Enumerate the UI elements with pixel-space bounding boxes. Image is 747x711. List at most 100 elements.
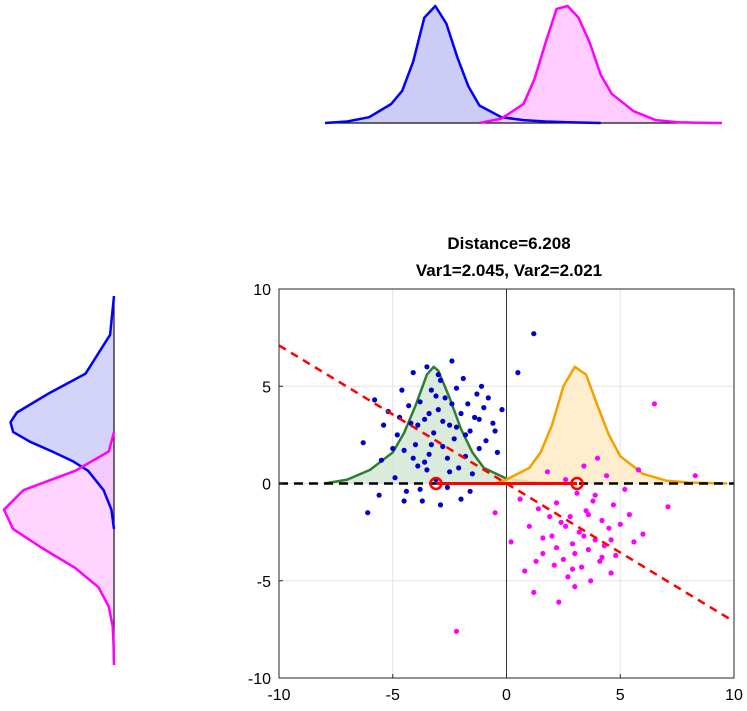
scatter-point	[540, 535, 546, 541]
x-tick-label: -10	[267, 687, 290, 704]
scatter-point	[476, 416, 482, 422]
scatter-point	[588, 578, 594, 584]
scatter-point	[415, 463, 421, 469]
scatter-point	[606, 525, 612, 531]
scatter-point	[572, 550, 578, 557]
scatter-point	[592, 492, 598, 498]
marginal-density-curve	[9, 295, 116, 530]
scatter-point	[594, 455, 601, 461]
scatter-point	[408, 420, 414, 426]
scatter-point	[567, 514, 573, 520]
scatter-point	[444, 484, 450, 490]
scatter-point	[576, 529, 582, 535]
scatter-point	[533, 558, 539, 564]
density-fill	[495, 366, 728, 484]
scatter-point	[597, 558, 603, 564]
scatter-point	[569, 566, 576, 572]
marginal-density-fill	[4, 431, 114, 665]
left-marginal-density	[2, 295, 116, 666]
main-scatter-plot: -10 -5 0 5 10 10 5 0 -5 -10 Distance=6.208 Var1=2…	[248, 234, 743, 704]
scatter-point	[431, 430, 437, 436]
axis-ticks: -10 -5 0 5 10 10 5 0 -5 -10	[248, 282, 743, 704]
scatter-point	[622, 486, 628, 492]
scatter-point	[635, 467, 642, 473]
scatter-point	[401, 447, 407, 453]
x-tick-label: 10	[725, 687, 743, 704]
chart-title: Distance=6.208	[447, 234, 570, 253]
scatter-point	[585, 547, 592, 553]
scatter-point	[467, 488, 473, 494]
marginal-density-curve	[2, 431, 116, 666]
scatter-point	[449, 401, 455, 407]
scatter-point	[451, 436, 457, 442]
x-tick-label: 5	[616, 687, 625, 704]
density-curve	[494, 365, 728, 485]
scatter-point	[433, 393, 439, 399]
scatter-point	[599, 517, 605, 524]
marginal-density-curve	[479, 4, 723, 125]
scatter-point	[465, 401, 471, 407]
scatter-point	[453, 628, 460, 634]
scatter-point	[581, 533, 587, 539]
y-tick-label: -5	[257, 574, 271, 591]
scatter-point	[442, 395, 448, 401]
data-points	[360, 331, 698, 634]
scatter-point	[517, 496, 523, 502]
scatter-point	[422, 416, 428, 422]
scatter-point	[469, 471, 475, 477]
scatter-point	[419, 498, 425, 504]
scatter-point	[426, 410, 432, 417]
y-tick-label: -10	[248, 671, 271, 688]
scatter-point	[406, 403, 412, 409]
scatter-point	[531, 589, 537, 596]
scatter-point	[360, 440, 366, 446]
scatter-point	[553, 545, 560, 551]
scatter-point	[617, 521, 623, 527]
scatter-point	[378, 457, 384, 463]
scatter-point	[401, 498, 407, 504]
scatter-point	[549, 533, 555, 539]
scatter-point	[453, 424, 460, 430]
scatter-point	[403, 488, 409, 494]
scatter-point	[476, 445, 482, 452]
scatter-point	[376, 492, 382, 498]
scatter-point	[492, 428, 498, 434]
scatter-point	[417, 486, 423, 492]
scatter-point	[447, 469, 453, 475]
scatter-point	[490, 420, 496, 426]
scatter-point	[583, 508, 589, 514]
scatter-point	[392, 475, 398, 481]
scatter-point	[604, 473, 610, 479]
scatter-point	[540, 550, 546, 557]
scatter-point	[492, 510, 498, 516]
scatter-point	[460, 375, 466, 382]
scatter-point	[626, 511, 633, 518]
scatter-point	[365, 510, 371, 516]
scatter-point	[440, 418, 446, 424]
scatter-point	[485, 395, 491, 401]
y-tick-label: 0	[262, 477, 271, 494]
scatter-point	[447, 422, 453, 428]
scatter-point	[610, 502, 617, 508]
scatter-point	[599, 554, 605, 561]
scatter-point	[560, 556, 567, 563]
scatter-point	[531, 331, 537, 337]
mean-marker	[429, 476, 443, 491]
scatter-point	[585, 511, 592, 518]
scatter-point	[553, 500, 560, 506]
scatter-point	[424, 467, 430, 473]
scatter-point	[499, 407, 505, 413]
scatter-point	[412, 442, 419, 448]
x-tick-label: 0	[502, 687, 511, 704]
scatter-point	[544, 469, 551, 475]
scatter-point	[458, 496, 464, 502]
scatter-point	[483, 438, 489, 444]
scatter-point	[574, 490, 580, 496]
scatter-point	[572, 584, 578, 590]
scatter-point	[462, 432, 469, 438]
chart-subtitle: Var1=2.045, Var2=2.021	[416, 261, 602, 280]
scatter-point	[569, 541, 576, 547]
y-tick-label: 10	[253, 282, 271, 299]
scatter-point	[613, 552, 619, 559]
